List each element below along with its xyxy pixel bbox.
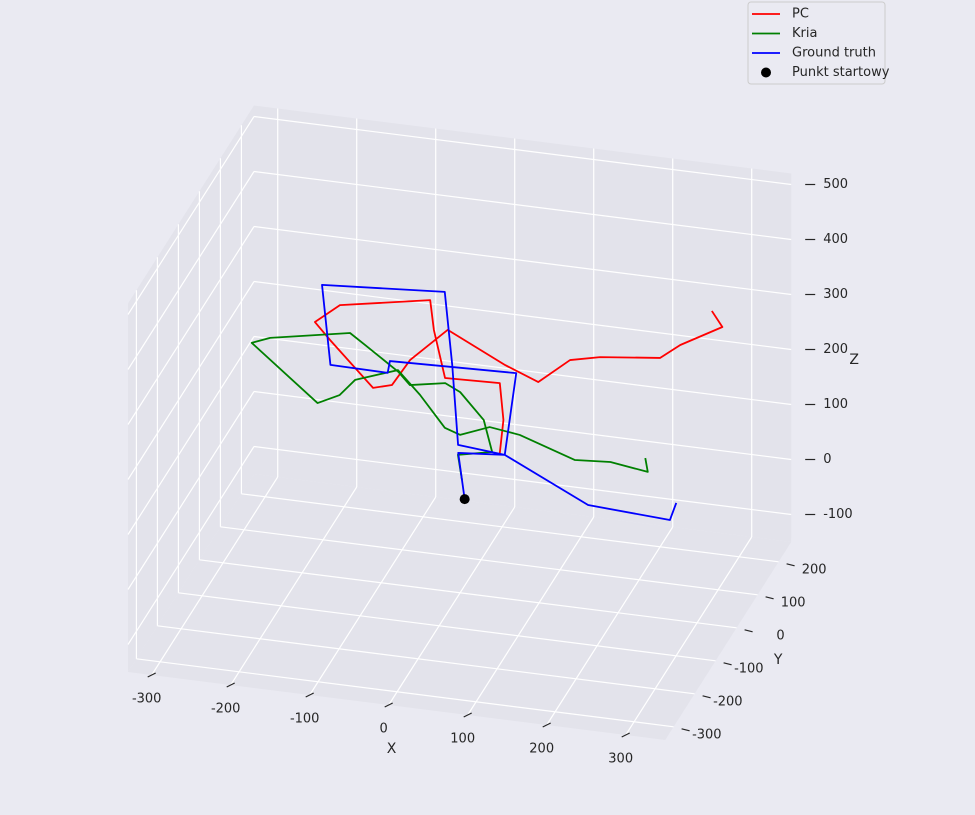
grid-line <box>199 559 737 629</box>
grid-line <box>253 390 792 461</box>
grid-line <box>253 445 792 516</box>
pane <box>128 474 792 740</box>
z-tick-label: 0 <box>823 452 831 467</box>
trajectory <box>314 299 724 456</box>
grid-line <box>467 516 595 716</box>
grid-line <box>253 280 792 351</box>
y-tick <box>681 728 690 732</box>
x-tick <box>147 672 156 678</box>
grid-line <box>253 335 792 406</box>
y-tick <box>723 662 732 666</box>
grid-line <box>127 281 255 480</box>
x-tick-label: -200 <box>211 702 241 717</box>
legend-swatch <box>761 67 771 78</box>
pane <box>128 105 254 672</box>
z-tick-label: 500 <box>823 177 848 192</box>
y-tick-label: 0 <box>776 628 784 643</box>
legend-label: Kria <box>792 26 817 41</box>
trajectory <box>250 332 649 481</box>
z-tick-label: 200 <box>823 342 848 357</box>
y-tick <box>786 563 795 567</box>
x-tick <box>542 722 551 728</box>
legend-label: Ground truth <box>792 46 876 61</box>
x-tick-label: 0 <box>380 722 388 737</box>
plot-area <box>250 283 724 521</box>
x-tick-label: -300 <box>132 692 162 707</box>
y-tick-label: -300 <box>692 727 722 742</box>
y-tick-label: -200 <box>713 694 743 709</box>
z-tick-label: -100 <box>823 507 853 522</box>
grid-line <box>127 226 255 425</box>
x-tick <box>226 682 235 688</box>
x-tick-label: 200 <box>529 742 554 757</box>
grid-line <box>253 170 792 241</box>
pane <box>254 105 792 542</box>
legend-label: PC <box>792 7 809 22</box>
grid-line <box>253 115 792 186</box>
z-tick-label: 400 <box>823 232 848 247</box>
y-tick <box>744 629 753 633</box>
x-tick <box>305 692 314 698</box>
x-tick-label: 100 <box>450 732 475 747</box>
y-tick-label: 100 <box>781 595 806 610</box>
grid-line <box>253 225 792 296</box>
z-axis-label: Z <box>849 352 859 368</box>
grid-line <box>241 493 779 563</box>
x-tick-label: 300 <box>608 752 633 767</box>
y-tick-label: -100 <box>734 661 764 676</box>
grid-line <box>220 526 758 596</box>
x-tick <box>463 712 472 718</box>
y-axis-label: Y <box>773 652 783 668</box>
grid <box>127 108 792 736</box>
grid-line <box>127 116 255 315</box>
grid-line <box>230 486 358 686</box>
grid-line <box>151 476 279 676</box>
trajectory <box>321 283 678 521</box>
grid-line <box>127 336 255 535</box>
grid-line <box>625 536 753 736</box>
legend-label: Punkt startowy <box>792 65 890 80</box>
y-tick <box>765 596 774 600</box>
y-tick-label: 200 <box>802 562 827 577</box>
x-axis-label: X <box>387 741 397 757</box>
grid-line <box>178 592 716 662</box>
legend-box <box>747 1 886 85</box>
grid-line <box>136 658 674 728</box>
x-tick <box>384 702 393 708</box>
x-tick <box>621 732 630 738</box>
z-tick-label: 300 <box>823 287 848 302</box>
x-tick-label: -100 <box>290 712 320 727</box>
grid-line <box>157 625 695 695</box>
grid-line <box>127 171 255 370</box>
z-tick-label: 100 <box>823 397 848 412</box>
grid-line <box>309 496 437 696</box>
grid-line <box>127 446 255 645</box>
grid-line <box>388 506 516 706</box>
start-point <box>459 494 470 505</box>
y-tick <box>702 695 711 699</box>
grid-line <box>546 526 674 726</box>
grid-line <box>127 391 255 590</box>
axes: -300 -200 -100 0 100 200 300 -300 -200 -100 0 100 20… <box>132 177 859 767</box>
panes <box>128 105 792 740</box>
legend: PC Kria Ground truth Punkt startowy <box>747 1 890 85</box>
